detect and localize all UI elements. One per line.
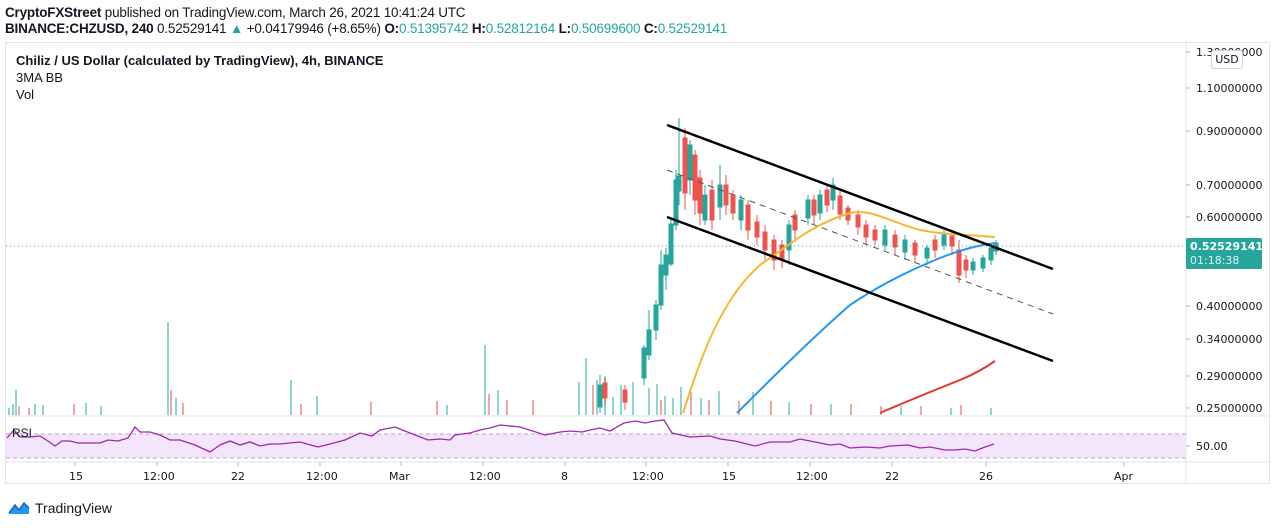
rsi-pane[interactable] [6,419,1186,459]
svg-text:Apr: Apr [1114,470,1134,483]
brand-name: TradingView [35,500,113,516]
symbol: BINANCE:CHZUSD, 240 [5,21,154,36]
published-text: published on TradingView.com, March 26, … [104,5,466,20]
svg-text:12:00: 12:00 [143,470,175,483]
descending-channel[interactable] [666,123,1054,363]
close-value: 0.52529141 [657,21,728,36]
svg-text:Mar: Mar [389,470,410,483]
footer-brand[interactable]: TradingView [8,500,112,516]
svg-text:12:00: 12:00 [796,470,828,483]
rsi-line [6,419,995,453]
rsi-label[interactable]: RSI [12,426,33,440]
time-axis[interactable]: 15 12:00 22 12:00 Mar 12:00 8 12:00 15 1… [69,462,1134,483]
ma-fast-line [682,211,996,414]
last-price: 0.52529141 [157,21,227,36]
low-label: L: [558,21,572,36]
currency-badge[interactable]: USD [1211,50,1243,69]
svg-text:0.90000000: 0.90000000 [1196,125,1262,138]
open-label: O: [384,21,399,36]
chart-legend: Chiliz / US Dollar (calculated by Tradin… [16,52,383,103]
close-label: C: [643,21,658,36]
svg-text:12:00: 12:00 [632,470,664,483]
chart-frame [5,42,1270,484]
svg-text:50.00: 50.00 [1196,440,1228,453]
high-label: H: [471,21,486,36]
ma-mid-line [736,242,996,414]
svg-text:22: 22 [231,470,245,483]
svg-text:0.70000000: 0.70000000 [1196,179,1262,192]
svg-text:15: 15 [722,470,736,483]
volume-bars [8,322,992,415]
ma-slow-line [879,360,996,414]
candles [597,118,999,413]
legend-volume[interactable]: Vol [16,87,35,102]
svg-text:0.60000000: 0.60000000 [1196,211,1262,224]
symbol-info: BINANCE:CHZUSD, 240 0.52529141 ▲ +0.0417… [5,21,727,36]
svg-text:26: 26 [979,470,993,483]
high-value: 0.52812164 [485,21,556,36]
publisher-name[interactable]: CryptoFXStreet [5,5,102,20]
tradingview-logo-icon [8,501,30,514]
low-value: 0.50699600 [570,21,641,36]
svg-text:0.40000000: 0.40000000 [1196,300,1262,313]
open-value: 0.51395742 [398,21,469,36]
svg-text:22: 22 [885,470,899,483]
svg-text:1.10000000: 1.10000000 [1196,82,1262,95]
up-arrow-icon: ▲ [229,21,244,36]
svg-text:0.29000000: 0.29000000 [1196,370,1262,383]
svg-text:12:00: 12:00 [306,470,338,483]
publish-info: CryptoFXStreet published on TradingView.… [5,5,466,20]
svg-text:15: 15 [69,470,83,483]
svg-text:0.25000000: 0.25000000 [1196,402,1262,415]
bar-countdown: 01:18:38 [1190,254,1240,267]
current-price-value: 0.52529141 [1190,240,1264,253]
svg-text:8: 8 [561,470,568,483]
svg-text:12:00: 12:00 [469,470,501,483]
price-change: +0.04179946 (+8.65%) [246,21,381,36]
legend-title[interactable]: Chiliz / US Dollar (calculated by Tradin… [16,53,384,68]
svg-text:0.34000000: 0.34000000 [1196,333,1262,346]
legend-indicator[interactable]: 3MA BB [16,70,63,85]
current-price-tag: 0.52529141 01:18:38 [1186,238,1264,269]
